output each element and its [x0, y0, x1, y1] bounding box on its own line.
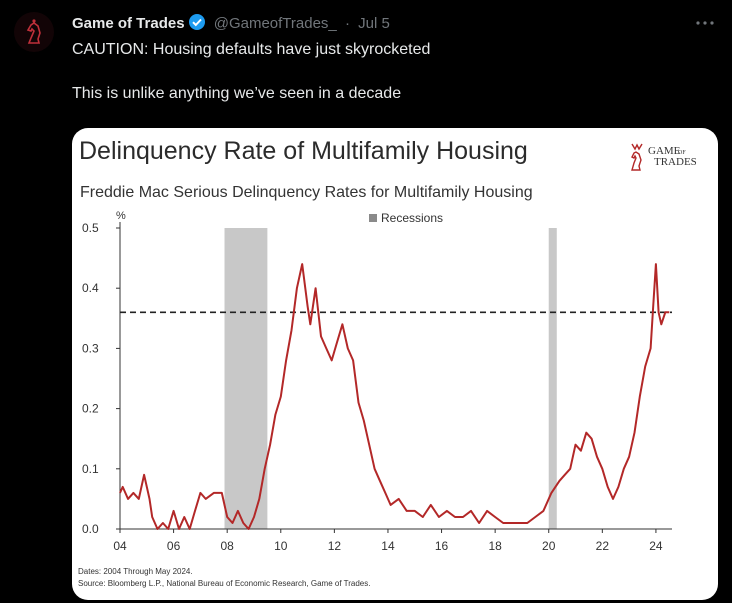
x-tick-label: 10	[274, 539, 288, 553]
y-tick-label: 0.0	[82, 522, 99, 536]
chart-subtitle: Freddie Mac Serious Delinquency Rates fo…	[80, 184, 533, 201]
recession-band-2	[548, 228, 557, 529]
logo-text-2: OF	[678, 150, 686, 156]
chart-title: Delinquency Rate of Multifamily Housing	[79, 137, 528, 165]
logo-text-3: TRADES	[654, 156, 697, 168]
x-tick-label: 22	[596, 539, 610, 553]
logo-text-1: GAME	[648, 145, 681, 157]
x-tick-label: 08	[221, 539, 235, 553]
x-tick-label: 12	[328, 539, 342, 553]
handle[interactable]: @GameofTrades_	[213, 15, 337, 32]
y-tick-label: 0.4	[82, 281, 99, 295]
avatar-knight-icon	[26, 19, 41, 44]
footnote-dates: Dates: 2004 Through May 2024.	[78, 567, 193, 576]
x-tick-label: 04	[113, 539, 127, 553]
display-name[interactable]: Game of Trades	[72, 15, 185, 32]
x-tick-label: 14	[381, 539, 395, 553]
y-tick-label: 0.5	[82, 221, 99, 235]
series-line	[119, 263, 670, 530]
x-tick-label: 24	[649, 539, 663, 553]
game-of-trades-logo: GAME OF TRADES	[626, 132, 710, 178]
separator: ·	[344, 15, 350, 32]
x-tick-label: 06	[167, 539, 181, 553]
verified-badge-icon	[188, 13, 206, 35]
tweet-text: CAUTION: Housing defaults have just skyr…	[72, 39, 712, 105]
x-tick-label: 16	[435, 539, 449, 553]
tweet-media-image[interactable]: Delinquency Rate of Multifamily Housing …	[72, 128, 718, 600]
tweet-text-line-1: CAUTION: Housing defaults have just skyr…	[72, 41, 431, 58]
avatar[interactable]	[14, 12, 54, 52]
x-tick-label: 20	[542, 539, 556, 553]
delinquency-chart: 0.0 0.1 0.2 0.3 0.4 0.5% 04 06 08 10 12 14 16 18 20 22 2…	[82, 210, 672, 553]
tweet-header: Game of Trades @GameofTrades_ · Jul 5	[72, 13, 390, 35]
y-tick-label: 0.1	[82, 462, 99, 476]
legend-swatch	[369, 214, 377, 222]
y-tick-label: 0.3	[82, 341, 99, 355]
y-tick-label: 0.2	[82, 402, 99, 416]
tweet-date[interactable]: Jul 5	[358, 15, 390, 32]
footnote-source: Source: Bloomberg L.P., National Bureau …	[78, 579, 371, 588]
tweet-text-line-2: This is unlike anything we’ve seen in a …	[72, 85, 402, 102]
y-axis-unit-label: %	[116, 210, 126, 222]
more-options-icon[interactable]	[694, 14, 716, 32]
x-tick-label: 18	[488, 539, 502, 553]
recession-band-1	[224, 228, 268, 529]
legend-label: Recessions	[381, 211, 443, 225]
